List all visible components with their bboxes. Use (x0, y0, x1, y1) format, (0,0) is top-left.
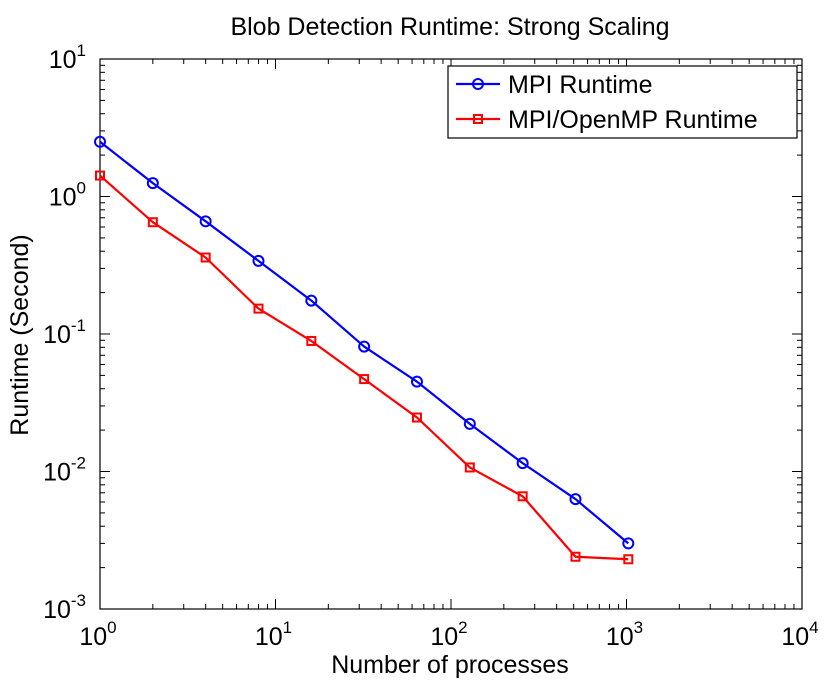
x-tick-label: 104 (781, 618, 818, 651)
x-tick-label: 102 (430, 618, 467, 651)
series-1 (95, 170, 634, 565)
x-tick-label: 100 (79, 618, 116, 651)
data-point (411, 412, 422, 423)
data-point (358, 340, 371, 353)
data-point (147, 217, 158, 228)
data-point (410, 375, 423, 388)
legend-label: MPI Runtime (508, 71, 652, 99)
legend: MPI Runtime MPI/OpenMP Runtime (447, 65, 798, 139)
y-tick-base: 10 (49, 184, 77, 212)
data-point (463, 417, 476, 430)
data-point (516, 457, 529, 470)
x-tick-base: 10 (430, 623, 458, 651)
x-tick-exponent: 2 (458, 618, 467, 637)
x-tick-exponent: 0 (107, 618, 116, 637)
x-tick-base: 10 (606, 623, 634, 651)
legend-item: MPI/OpenMP Runtime (456, 106, 758, 134)
x-tick-exponent: 1 (283, 618, 292, 637)
y-tick-exponent: 1 (77, 41, 86, 60)
chart-title: Blob Detection Runtime: Strong Scaling (230, 13, 669, 41)
y-tick-base: 10 (43, 459, 71, 487)
data-point (622, 537, 635, 550)
y-tick-exponent: 0 (77, 179, 86, 198)
x-tick-label: 101 (255, 618, 292, 651)
y-tick-exponent: -1 (71, 316, 86, 335)
y-tick-label: 10-3 (43, 591, 86, 624)
y-tick-exponent: -2 (71, 454, 86, 473)
legend-box (447, 65, 798, 139)
x-tick-base: 10 (781, 623, 809, 651)
y-tick-base: 10 (43, 596, 71, 624)
legend-marker (473, 114, 483, 124)
legend-marker (472, 78, 484, 90)
y-tick-label: 10-1 (43, 316, 86, 349)
data-point (305, 294, 318, 307)
data-point (464, 462, 475, 473)
data-point (517, 491, 528, 502)
data-point (359, 374, 370, 385)
x-tick-base: 10 (255, 623, 283, 651)
y-tick-base: 10 (49, 46, 77, 74)
y-tick-exponent: -3 (71, 591, 86, 610)
data-point (252, 254, 265, 267)
x-tick-base: 10 (79, 623, 107, 651)
data-point (306, 335, 317, 346)
data-point (253, 303, 264, 314)
data-point (570, 551, 581, 562)
data-point (623, 554, 634, 565)
x-tick-exponent: 4 (809, 618, 818, 637)
data-point (199, 215, 212, 228)
data-point (200, 252, 211, 263)
x-tick-exponent: 3 (634, 618, 643, 637)
data-point (146, 177, 159, 190)
series-0 (94, 135, 635, 550)
y-tick-label: 101 (49, 41, 86, 74)
y-tick-base: 10 (43, 321, 71, 349)
data-point (569, 493, 582, 506)
y-axis-label: Runtime (Second) (6, 234, 34, 435)
series-line (99, 174, 629, 561)
series-line (99, 140, 630, 545)
data-point (94, 135, 106, 148)
x-axis-label: Number of processes (331, 651, 569, 679)
y-tick-label: 100 (49, 179, 86, 212)
y-tick-label: 10-2 (43, 454, 86, 487)
legend-item: MPI Runtime (456, 71, 652, 99)
data-point (95, 170, 105, 181)
x-tick-label: 103 (606, 618, 643, 651)
axes-box (99, 58, 803, 610)
legend-label: MPI/OpenMP Runtime (508, 106, 758, 134)
